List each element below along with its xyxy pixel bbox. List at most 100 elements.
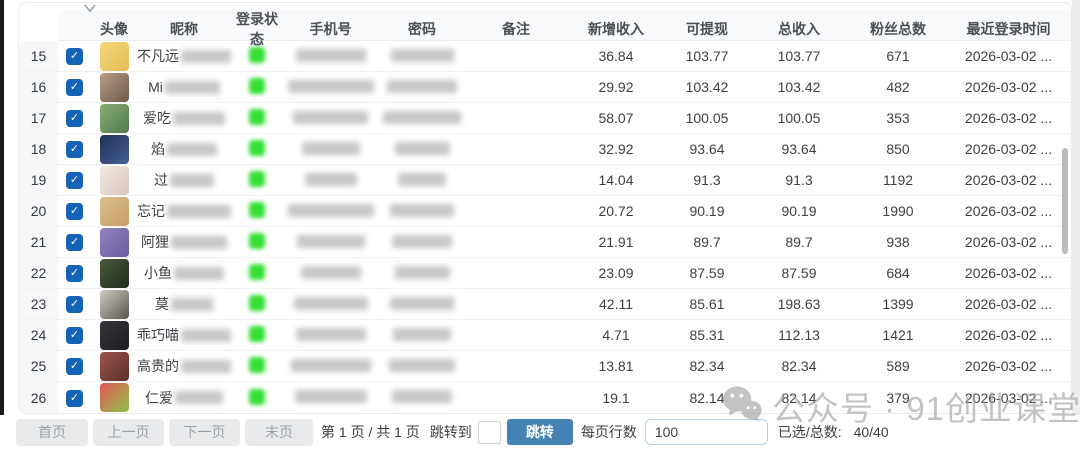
total-income-cell: 198.63	[777, 296, 821, 312]
row-checkbox[interactable]: ✓	[58, 47, 91, 65]
header-withdrawable: 可提现	[686, 21, 728, 37]
online-status-indicator	[249, 295, 265, 311]
row-checkbox[interactable]: ✓	[58, 202, 91, 220]
password-redacted-blur	[393, 327, 451, 341]
online-status-indicator	[249, 388, 265, 405]
next-page-button[interactable]: 下一页	[169, 418, 240, 446]
rows-per-page-input[interactable]	[644, 419, 768, 445]
password-cell	[378, 358, 466, 374]
fans-total-cell: 1399	[882, 296, 914, 312]
total-income-cell: 100.05	[777, 110, 821, 126]
checkbox-checked-icon[interactable]: ✓	[66, 265, 83, 282]
nickname-redacted-blur	[175, 391, 223, 404]
password-cell	[378, 203, 466, 219]
row-checkbox[interactable]: ✓	[58, 389, 91, 407]
checkbox-checked-icon[interactable]: ✓	[66, 203, 83, 220]
online-status-indicator	[249, 202, 265, 218]
row-checkbox[interactable]: ✓	[58, 326, 91, 344]
row-checkbox[interactable]: ✓	[58, 357, 91, 375]
total-income-cell: 82.14	[781, 389, 817, 406]
last-login-cell: 2026-03-02 ...	[964, 110, 1053, 126]
table-row: 19 ✓ 过 14.04 91.3 91.3 1192 2026-03-02 .…	[19, 165, 1071, 196]
header-nickname: 昵称	[170, 21, 198, 37]
avatar	[91, 134, 137, 164]
new-income-cell: 19.1	[602, 389, 630, 406]
first-page-button[interactable]: 首页	[16, 418, 88, 446]
withdrawable-cell: 89.7	[693, 234, 721, 250]
jump-button[interactable]: 跳转	[506, 419, 573, 445]
header-avatar: 头像	[100, 21, 128, 37]
jump-page-input[interactable]	[477, 420, 501, 444]
nickname-redacted-blur	[181, 359, 231, 373]
new-income-cell: 42.11	[599, 296, 633, 312]
checkbox-checked-icon[interactable]: ✓	[66, 141, 83, 158]
password-redacted-blur	[389, 358, 455, 372]
row-number: 26	[19, 382, 58, 413]
withdrawable-cell: 85.31	[689, 327, 725, 343]
checkbox-checked-icon[interactable]: ✓	[66, 48, 83, 65]
row-checkbox[interactable]: ✓	[58, 140, 91, 158]
nickname-cell: 过	[137, 173, 231, 187]
password-cell	[378, 234, 466, 250]
row-checkbox[interactable]: ✓	[58, 78, 91, 96]
nickname-redacted-blur	[174, 266, 224, 280]
checkbox-checked-icon[interactable]: ✓	[66, 389, 83, 407]
password-cell	[378, 390, 466, 405]
select-all-chevron-icon[interactable]	[79, 3, 101, 14]
phone-cell	[283, 265, 378, 281]
nickname-text: Mi	[148, 79, 163, 95]
login-status-cell	[231, 78, 283, 96]
checkbox-checked-icon[interactable]: ✓	[66, 79, 83, 96]
withdrawable-cell: 103.77	[685, 48, 729, 64]
last-login-cell: 2026-03-02 ...	[964, 141, 1053, 157]
nickname-text: 不凡远	[137, 48, 179, 64]
password-redacted-blur	[394, 141, 450, 155]
table-row: 20 ✓ 忘记 20.72 90.19 90.19 1990 2026-03-0…	[19, 196, 1071, 227]
new-income-cell: 36.84	[598, 48, 634, 64]
total-income-cell: 93.64	[781, 141, 817, 157]
checkbox-checked-icon[interactable]: ✓	[66, 110, 83, 127]
row-checkbox[interactable]: ✓	[58, 171, 91, 189]
prev-page-button[interactable]: 上一页	[93, 418, 164, 446]
nickname-redacted-blur	[167, 204, 231, 218]
withdrawable-cell: 93.64	[689, 141, 725, 157]
online-status-indicator	[249, 47, 265, 63]
selected-total-value: 40/40	[853, 424, 889, 440]
row-checkbox[interactable]: ✓	[58, 233, 91, 251]
header-remark: 备注	[502, 21, 530, 37]
row-checkbox[interactable]: ✓	[58, 109, 91, 127]
last-page-button[interactable]: 末页	[245, 418, 313, 446]
fans-total-cell: 671	[886, 48, 910, 64]
checkbox-checked-icon[interactable]: ✓	[66, 234, 83, 251]
fans-total-cell: 353	[886, 110, 910, 126]
fans-total-cell: 684	[886, 265, 910, 281]
avatar	[91, 72, 137, 102]
withdrawable-cell: 85.61	[689, 296, 725, 312]
total-income-cell: 103.42	[777, 79, 821, 95]
row-checkbox[interactable]: ✓	[58, 264, 91, 282]
vertical-scrollbar-thumb[interactable]	[1062, 148, 1068, 254]
nickname-redacted-blur	[170, 173, 214, 187]
last-login-cell: 2026-03-02 ...	[964, 172, 1053, 188]
checkbox-checked-icon[interactable]: ✓	[66, 296, 83, 313]
checkbox-checked-icon[interactable]: ✓	[66, 358, 83, 375]
nickname-redacted-blur	[171, 297, 213, 311]
phone-cell	[283, 203, 378, 219]
nickname-cell: Mi	[137, 80, 231, 94]
last-login-cell: 2026-03-02 ...	[964, 234, 1053, 250]
checkbox-checked-icon[interactable]: ✓	[66, 327, 83, 344]
table-row: 17 ✓ 爱吃 58.07 100.05 100.05 353 2026-03-…	[19, 103, 1071, 134]
withdrawable-cell: 87.59	[689, 265, 725, 281]
nickname-text: 高贵的	[137, 358, 179, 374]
online-status-indicator	[249, 78, 265, 94]
checkbox-checked-icon[interactable]: ✓	[66, 172, 83, 189]
table-row: 21 ✓ 阿狸 21.91 89.7 89.7 938 2026-03-02 .…	[19, 227, 1071, 258]
last-login-cell: 2026-03-02 ...	[964, 296, 1053, 312]
table-row: 26 ✓ 仁爱 19.1 82.14 82.14 379 2026-03-02 …	[19, 382, 1071, 413]
password-redacted-blur	[383, 110, 461, 124]
password-redacted-blur	[390, 296, 454, 310]
withdrawable-cell: 90.19	[689, 203, 725, 219]
login-status-cell	[231, 171, 283, 189]
table-row: 22 ✓ 小鱼 23.09 87.59 87.59 684 2026-03-02…	[19, 258, 1071, 289]
row-checkbox[interactable]: ✓	[58, 295, 91, 313]
